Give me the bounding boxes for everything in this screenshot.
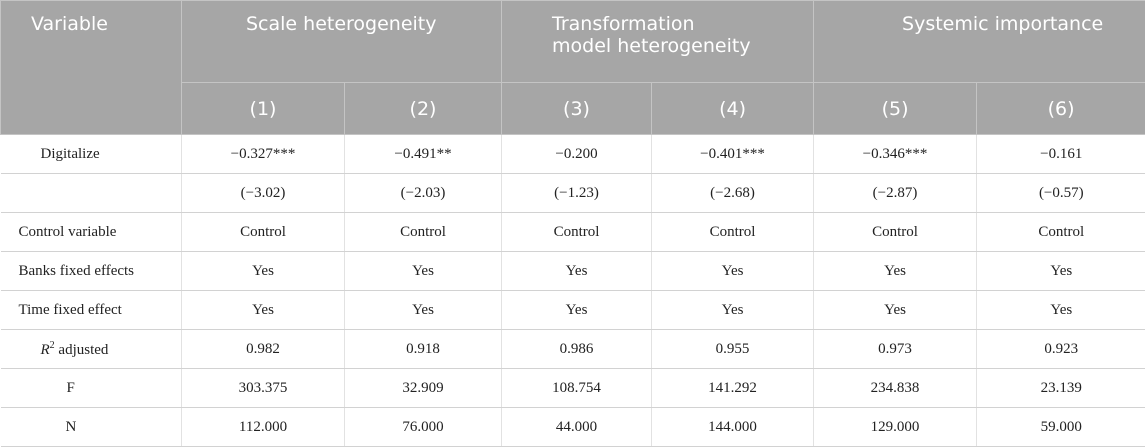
- header-scale-heterogeneity: Scale heterogeneity: [182, 1, 502, 83]
- row-label-banks-fixed-effects: Banks fixed effects: [1, 252, 182, 291]
- cell: Control: [977, 213, 1145, 252]
- header-col-2: (2): [345, 83, 502, 135]
- row-label-digitalize: Digitalize: [1, 135, 182, 174]
- cell: 112.000: [182, 408, 345, 447]
- cell: Control: [814, 213, 977, 252]
- cell: 0.918: [345, 330, 502, 369]
- table-row: Control variable Control Control Control…: [1, 213, 1145, 252]
- table-row: (−3.02) (−2.03) (−1.23) (−2.68) (−2.87) …: [1, 174, 1145, 213]
- cell: Yes: [652, 291, 814, 330]
- cell: 0.973: [814, 330, 977, 369]
- r2-label-rest: adjusted: [55, 342, 109, 358]
- cell: 59.000: [977, 408, 1145, 447]
- r-symbol: R: [41, 342, 50, 358]
- cell: 0.923: [977, 330, 1145, 369]
- cell: 0.986: [502, 330, 652, 369]
- cell: Control: [652, 213, 814, 252]
- table-row: Banks fixed effects Yes Yes Yes Yes Yes …: [1, 252, 1145, 291]
- cell: Yes: [814, 291, 977, 330]
- header-col-5: (5): [814, 83, 977, 135]
- cell: −0.327***: [182, 135, 345, 174]
- table-row: F 303.375 32.909 108.754 141.292 234.838…: [1, 369, 1145, 408]
- header-col-1: (1): [182, 83, 345, 135]
- cell: −0.200: [502, 135, 652, 174]
- table-row: Time fixed effect Yes Yes Yes Yes Yes Ye…: [1, 291, 1145, 330]
- table-row: R2 adjusted 0.982 0.918 0.986 0.955 0.97…: [1, 330, 1145, 369]
- cell: 234.838: [814, 369, 977, 408]
- cell: Yes: [977, 291, 1145, 330]
- cell: 23.139: [977, 369, 1145, 408]
- cell: 44.000: [502, 408, 652, 447]
- cell: −0.491**: [345, 135, 502, 174]
- row-label-control-variable: Control variable: [1, 213, 182, 252]
- row-label-time-fixed-effect: Time fixed effect: [1, 291, 182, 330]
- table-row: Digitalize −0.327*** −0.491** −0.200 −0.…: [1, 135, 1145, 174]
- header-variable: Variable: [1, 1, 182, 135]
- cell: Yes: [182, 252, 345, 291]
- cell: Control: [182, 213, 345, 252]
- header-transformation-model-heterogeneity: Transformation model heterogeneity: [502, 1, 814, 83]
- cell: Yes: [652, 252, 814, 291]
- row-label-n: N: [1, 408, 182, 447]
- cell: 32.909: [345, 369, 502, 408]
- cell: 0.982: [182, 330, 345, 369]
- header-transformation-line1: Transformation: [552, 13, 695, 35]
- cell: Yes: [345, 291, 502, 330]
- cell: (−2.87): [814, 174, 977, 213]
- cell: Yes: [182, 291, 345, 330]
- cell: Yes: [977, 252, 1145, 291]
- table-row: N 112.000 76.000 44.000 144.000 129.000 …: [1, 408, 1145, 447]
- header-col-4: (4): [652, 83, 814, 135]
- cell: 108.754: [502, 369, 652, 408]
- row-label-r2-adjusted: R2 adjusted: [1, 330, 182, 369]
- cell: 76.000: [345, 408, 502, 447]
- header-systemic-importance: Systemic importance: [814, 1, 1145, 83]
- cell: 129.000: [814, 408, 977, 447]
- cell: Yes: [814, 252, 977, 291]
- cell: (−2.68): [652, 174, 814, 213]
- cell: −0.401***: [652, 135, 814, 174]
- cell: 0.955: [652, 330, 814, 369]
- header-col-3: (3): [502, 83, 652, 135]
- cell: (−0.57): [977, 174, 1145, 213]
- cell: Control: [345, 213, 502, 252]
- cell: Yes: [502, 291, 652, 330]
- header-transformation-line2: model heterogeneity: [552, 35, 751, 57]
- cell: Yes: [502, 252, 652, 291]
- row-label-f: F: [1, 369, 182, 408]
- cell: −0.346***: [814, 135, 977, 174]
- cell: Control: [502, 213, 652, 252]
- cell: (−2.03): [345, 174, 502, 213]
- cell: Yes: [345, 252, 502, 291]
- cell: 303.375: [182, 369, 345, 408]
- cell: (−1.23): [502, 174, 652, 213]
- cell: 144.000: [652, 408, 814, 447]
- cell: (−3.02): [182, 174, 345, 213]
- header-group-row: Variable Scale heterogeneity Transformat…: [1, 1, 1145, 83]
- row-label-tstat: [1, 174, 182, 213]
- cell: −0.161: [977, 135, 1145, 174]
- header-col-6: (6): [977, 83, 1145, 135]
- cell: 141.292: [652, 369, 814, 408]
